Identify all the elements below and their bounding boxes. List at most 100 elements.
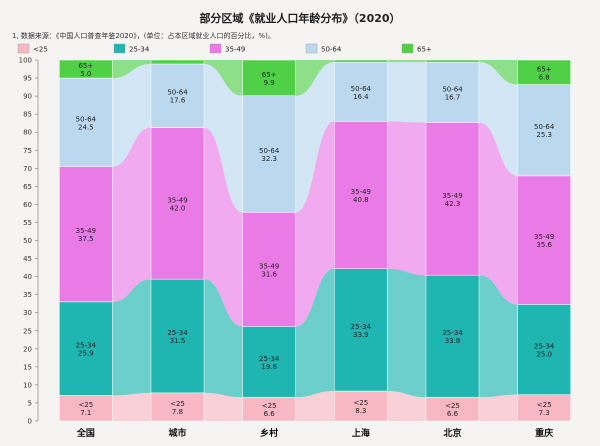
flow-band [479, 60, 518, 85]
data-label: 33.9 [353, 331, 369, 339]
x-axis-categories: 全国 城市 乡村 上海 北京 重庆 [76, 427, 553, 439]
bar-segment [150, 278, 205, 394]
data-label: 19.6 [261, 363, 277, 371]
y-axis: 0 5 10 15 20 25 30 35 40 45 50 55 60 65 70 75 80 85 90 95 10… [19, 57, 39, 426]
bar-segment [59, 395, 113, 422]
y-tick-label: 80 [23, 129, 32, 137]
segment-series-label: <25 [262, 402, 277, 410]
flow-band [204, 63, 243, 213]
bar-segment [242, 95, 296, 213]
x-tick-label: 重庆 [535, 427, 553, 439]
y-tick-label: 90 [23, 93, 32, 101]
y-tick-label: 15 [23, 363, 32, 371]
flow-band [204, 60, 243, 96]
bar-segment [517, 394, 571, 422]
x-tick-label: 乡村 [260, 427, 278, 439]
legend-swatch [113, 43, 126, 54]
bar-segment [517, 304, 571, 395]
bar-segment [242, 212, 296, 327]
chart-title: 部分区域《就业人口年龄分布》（2020） [199, 11, 400, 25]
data-label: 6.8 [539, 73, 550, 81]
y-tick-label: 35 [23, 291, 32, 299]
legend: <25 25-34 35-49 50-64 65+ [17, 43, 432, 54]
data-label: 7.1 [80, 409, 91, 417]
bar-segment [59, 77, 113, 167]
legend-label: 35-49 [225, 46, 245, 54]
segment-series-label: 25-34 [351, 323, 372, 331]
bar-segment [242, 59, 296, 96]
segment-series-label: 25-34 [259, 355, 280, 363]
segment-series-label: 50-64 [442, 85, 463, 93]
legend-label: 25-34 [129, 46, 150, 54]
y-tick-label: 75 [23, 147, 32, 155]
segment-series-label: 35-49 [534, 233, 554, 241]
data-label: 31.5 [170, 337, 186, 345]
flow-band [295, 62, 335, 213]
flow-band [479, 122, 518, 305]
y-tick-label: 95 [23, 75, 32, 83]
x-tick-label: 北京 [443, 427, 461, 439]
legend-swatch [401, 43, 414, 54]
data-label: 25.0 [536, 351, 552, 359]
flow-band [387, 60, 426, 63]
flow-bands [112, 60, 518, 421]
segment-series-label: 50-64 [259, 147, 280, 155]
legend-swatch [305, 43, 318, 54]
x-tick-label: 城市 [168, 427, 186, 439]
data-label: 9.9 [264, 79, 275, 87]
y-tick-label: 30 [23, 309, 32, 317]
segment-series-label: <25 [78, 401, 93, 409]
segment-series-label: 50-64 [167, 89, 188, 97]
y-tick-label: 50 [23, 237, 32, 245]
segment-series-label: 65+ [537, 65, 552, 73]
bar-segment [150, 392, 205, 422]
bar-segment [150, 127, 205, 280]
data-label: 33.8 [445, 337, 461, 345]
segment-series-label: 35-49 [167, 196, 187, 204]
bar-segment [334, 121, 388, 269]
flow-band [387, 121, 426, 276]
segment-series-label: 25-34 [534, 343, 555, 351]
value-labels: <257.125-3425.935-4937.550-6424.565+5.0<… [76, 62, 555, 418]
y-tick-label: 70 [23, 165, 32, 173]
segment-series-label: 25-34 [442, 329, 463, 337]
data-label: 8.3 [355, 407, 366, 415]
bar-segment [150, 63, 205, 128]
legend-label: 50-64 [321, 46, 342, 54]
bar-segment [242, 326, 296, 398]
data-label: 7.8 [172, 408, 183, 416]
segment-series-label: <25 [445, 402, 460, 410]
y-tick-label: 55 [23, 219, 32, 227]
flow-band [479, 275, 518, 398]
bar-segment [334, 268, 388, 392]
segment-series-label: 65+ [262, 71, 277, 79]
flow-band [204, 127, 243, 327]
flow-band [295, 268, 335, 398]
y-tick-label: 20 [23, 345, 32, 353]
segment-series-label: 65+ [78, 62, 93, 70]
data-label: 7.3 [539, 409, 550, 417]
segment-series-label: <25 [353, 399, 368, 407]
flow-band [387, 268, 426, 398]
y-tick-label: 100 [19, 57, 32, 65]
segment-series-label: <25 [170, 400, 185, 408]
data-label: 5.0 [80, 70, 91, 78]
flow-band [479, 394, 518, 421]
data-label: 24.5 [78, 123, 94, 131]
y-tick-label: 0 [28, 418, 32, 426]
flow-band [295, 391, 335, 421]
bar-segment [517, 84, 571, 177]
segment-series-label: 35-49 [259, 262, 279, 270]
bar-segment [59, 59, 113, 79]
segment-series-label: 25-34 [167, 329, 188, 337]
flow-band [112, 392, 151, 421]
y-tick-label: 40 [23, 273, 32, 281]
data-label: 16.7 [445, 93, 461, 101]
bar-segment [425, 59, 480, 63]
legend-swatch [209, 43, 222, 54]
legend-label: <25 [33, 46, 48, 54]
flow-band [204, 279, 243, 398]
y-tick-label: 85 [23, 111, 32, 119]
bar-segment [425, 61, 480, 123]
